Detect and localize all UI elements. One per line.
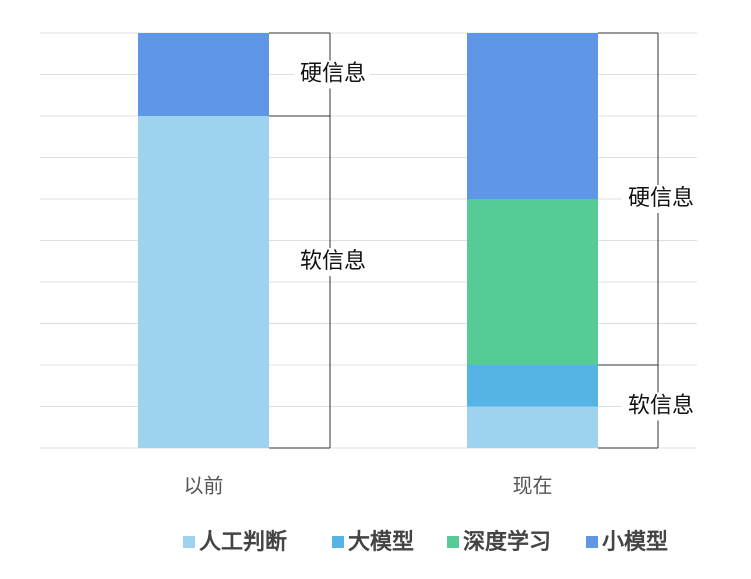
bar-segment: [138, 33, 269, 116]
legend-swatch: [332, 536, 344, 548]
label-bg: [294, 60, 370, 89]
annotation: 软信息: [628, 394, 694, 419]
label-bg: [294, 248, 370, 276]
bar-segment: [467, 33, 598, 199]
legend-swatch: [586, 536, 598, 548]
annotation: 硬信息: [628, 186, 694, 211]
legend-label: 深度学习: [463, 529, 551, 555]
annotation: 硬信息: [300, 62, 366, 87]
legend-swatch: [183, 536, 195, 548]
x-tick-label: 现在: [513, 474, 553, 498]
annotation: 软信息: [300, 249, 366, 274]
bar-segment: [467, 365, 598, 407]
legend-swatch: [447, 536, 459, 548]
label-bg: [622, 185, 698, 213]
legend-label: 小模型: [602, 530, 668, 555]
bar-segment: [138, 116, 269, 448]
legend-label: 大模型: [348, 530, 414, 555]
label-bg: [622, 392, 698, 421]
bar-segment: [467, 199, 598, 365]
x-tick-label: 以前: [184, 474, 224, 498]
legend-label: 人工判断: [199, 529, 287, 555]
bar-segment: [467, 406, 598, 448]
